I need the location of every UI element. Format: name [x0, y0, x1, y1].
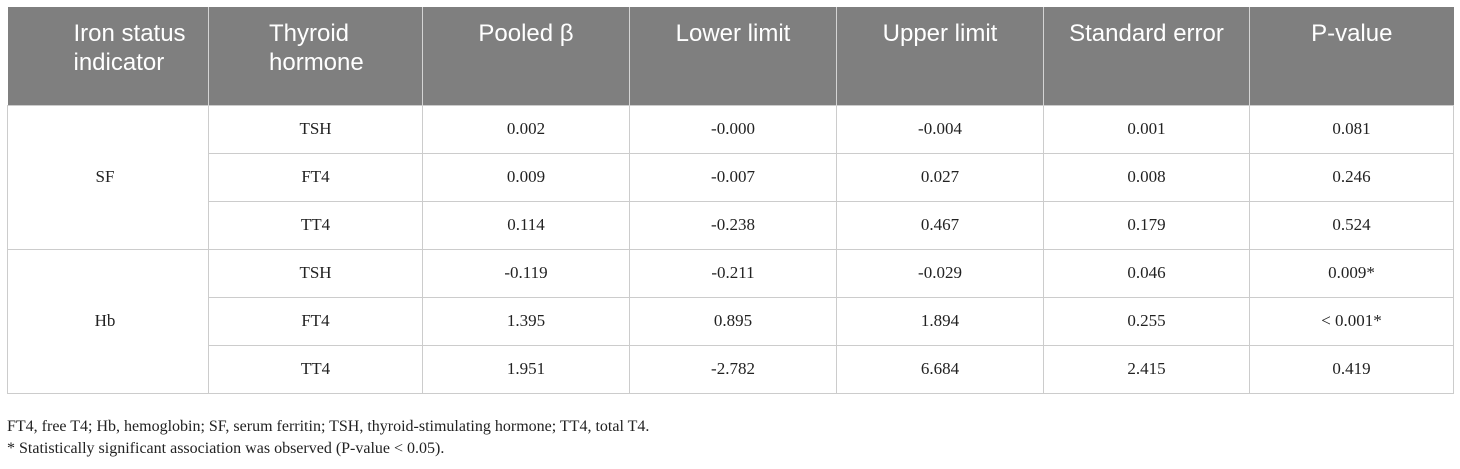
significance-footnote: * Statistically significant association …	[7, 440, 445, 457]
table-row: FT4 0.009 -0.007 0.027 0.008 0.246	[8, 152, 1454, 202]
indicator-cell-hb: Hb	[7, 248, 209, 394]
hormone-cell: FT4	[208, 296, 423, 346]
lower-limit-cell: -0.007	[629, 152, 837, 202]
hormone-cell: FT4	[208, 152, 423, 202]
header-upper-limit: Upper limit	[836, 7, 1044, 105]
upper-limit-cell: -0.029	[836, 248, 1044, 298]
hormone-cell: TSH	[208, 104, 423, 154]
p-value-cell: 0.009*	[1249, 248, 1454, 298]
indicator-cell-sf: SF	[7, 104, 209, 250]
standard-error-cell: 0.001	[1043, 104, 1250, 154]
upper-limit-cell: -0.004	[836, 104, 1044, 154]
standard-error-cell: 0.008	[1043, 152, 1250, 202]
p-value-cell: 0.419	[1249, 344, 1454, 394]
pooled-beta-cell: 0.009	[422, 152, 630, 202]
results-table-container: Iron status indicator Thyroid hormone Po…	[7, 7, 1454, 394]
upper-limit-cell: 6.684	[836, 344, 1044, 394]
header-row: Iron status indicator Thyroid hormone Po…	[7, 7, 1454, 105]
p-value-cell: < 0.001*	[1249, 296, 1454, 346]
pooled-beta-cell: 0.114	[422, 200, 630, 250]
lower-limit-cell: -0.000	[629, 104, 837, 154]
lower-limit-cell: -0.211	[629, 248, 837, 298]
standard-error-cell: 0.255	[1043, 296, 1250, 346]
upper-limit-cell: 0.467	[836, 200, 1044, 250]
standard-error-cell: 2.415	[1043, 344, 1250, 394]
header-iron-status-indicator: Iron status indicator	[7, 7, 209, 105]
header-lower-limit: Lower limit	[629, 7, 837, 105]
abbreviations-footnote: FT4, free T4; Hb, hemoglobin; SF, serum …	[7, 418, 650, 435]
table-row: FT4 1.395 0.895 1.894 0.255 < 0.001*	[8, 296, 1454, 346]
lower-limit-cell: -0.238	[629, 200, 837, 250]
p-value-cell: 0.524	[1249, 200, 1454, 250]
hormone-cell: TT4	[208, 200, 423, 250]
standard-error-cell: 0.046	[1043, 248, 1250, 298]
p-value-cell: 0.081	[1249, 104, 1454, 154]
lower-limit-cell: -2.782	[629, 344, 837, 394]
table-footnotes: FT4, free T4; Hb, hemoglobin; SF, serum …	[7, 416, 649, 460]
lower-limit-cell: 0.895	[629, 296, 837, 346]
header-standard-error: Standard error	[1043, 7, 1250, 105]
pooled-beta-cell: 0.002	[422, 104, 630, 154]
table-row: TT4 1.951 -2.782 6.684 2.415 0.419	[8, 344, 1454, 394]
p-value-cell: 0.246	[1249, 152, 1454, 202]
table-row: SF TSH 0.002 -0.000 -0.004 0.001 0.081	[7, 104, 1454, 250]
hormone-cell: TSH	[208, 248, 423, 298]
header-pooled-beta: Pooled β	[422, 7, 630, 105]
pooled-beta-cell: -0.119	[422, 248, 630, 298]
upper-limit-cell: 1.894	[836, 296, 1044, 346]
header-p-value: P-value	[1249, 7, 1454, 105]
table-header: Iron status indicator Thyroid hormone Po…	[7, 7, 1454, 105]
table-body: SF TSH 0.002 -0.000 -0.004 0.001 0.081 F…	[7, 104, 1454, 394]
table-row: TT4 0.114 -0.238 0.467 0.179 0.524	[8, 200, 1454, 250]
hormone-cell: TT4	[208, 344, 423, 394]
pooled-beta-cell: 1.951	[422, 344, 630, 394]
upper-limit-cell: 0.027	[836, 152, 1044, 202]
results-table: Iron status indicator Thyroid hormone Po…	[7, 7, 1454, 394]
standard-error-cell: 0.179	[1043, 200, 1250, 250]
header-thyroid-hormone: Thyroid hormone	[208, 7, 423, 105]
table-row: Hb TSH -0.119 -0.211 -0.029 0.046 0.009*	[7, 248, 1454, 394]
pooled-beta-cell: 1.395	[422, 296, 630, 346]
